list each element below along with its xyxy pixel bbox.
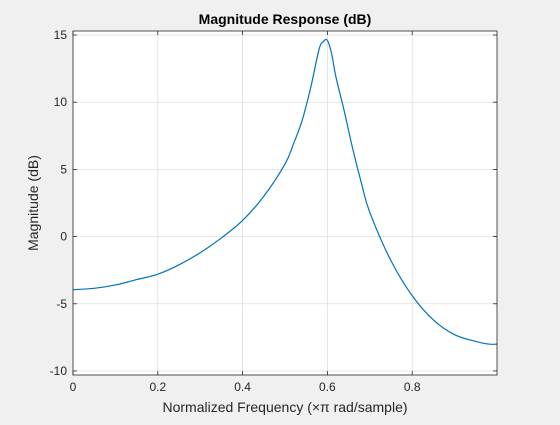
x-tick-label: 0.8 (404, 380, 421, 394)
y-axis-label: Magnitude (dB) (25, 155, 41, 251)
chart-title: Magnitude Response (dB) (199, 11, 372, 27)
ticks: 0 0.2 0.4 0.6 0.8 -10 -5 0 5 10 15 (50, 28, 497, 394)
x-axis-label: Normalized Frequency (×π rad/sample) (162, 399, 407, 415)
x-tick-label: 0.2 (149, 380, 166, 394)
axes-box (72, 30, 498, 376)
magnitude-series-line (72, 38, 498, 345)
x-tick-label: 0.4 (234, 380, 251, 394)
plot-lines (72, 38, 498, 345)
x-tick-label: 0 (70, 380, 77, 394)
y-tick-label: 10 (54, 95, 68, 109)
grid (72, 31, 497, 375)
y-tick-label: 0 (60, 230, 67, 244)
axes-background (73, 31, 497, 375)
y-tick-label: 5 (60, 162, 67, 176)
x-tick-label: 0.6 (319, 380, 336, 394)
y-tick-label: -10 (50, 364, 68, 378)
y-tick-label: -5 (56, 297, 67, 311)
y-tick-label: 15 (54, 28, 68, 42)
